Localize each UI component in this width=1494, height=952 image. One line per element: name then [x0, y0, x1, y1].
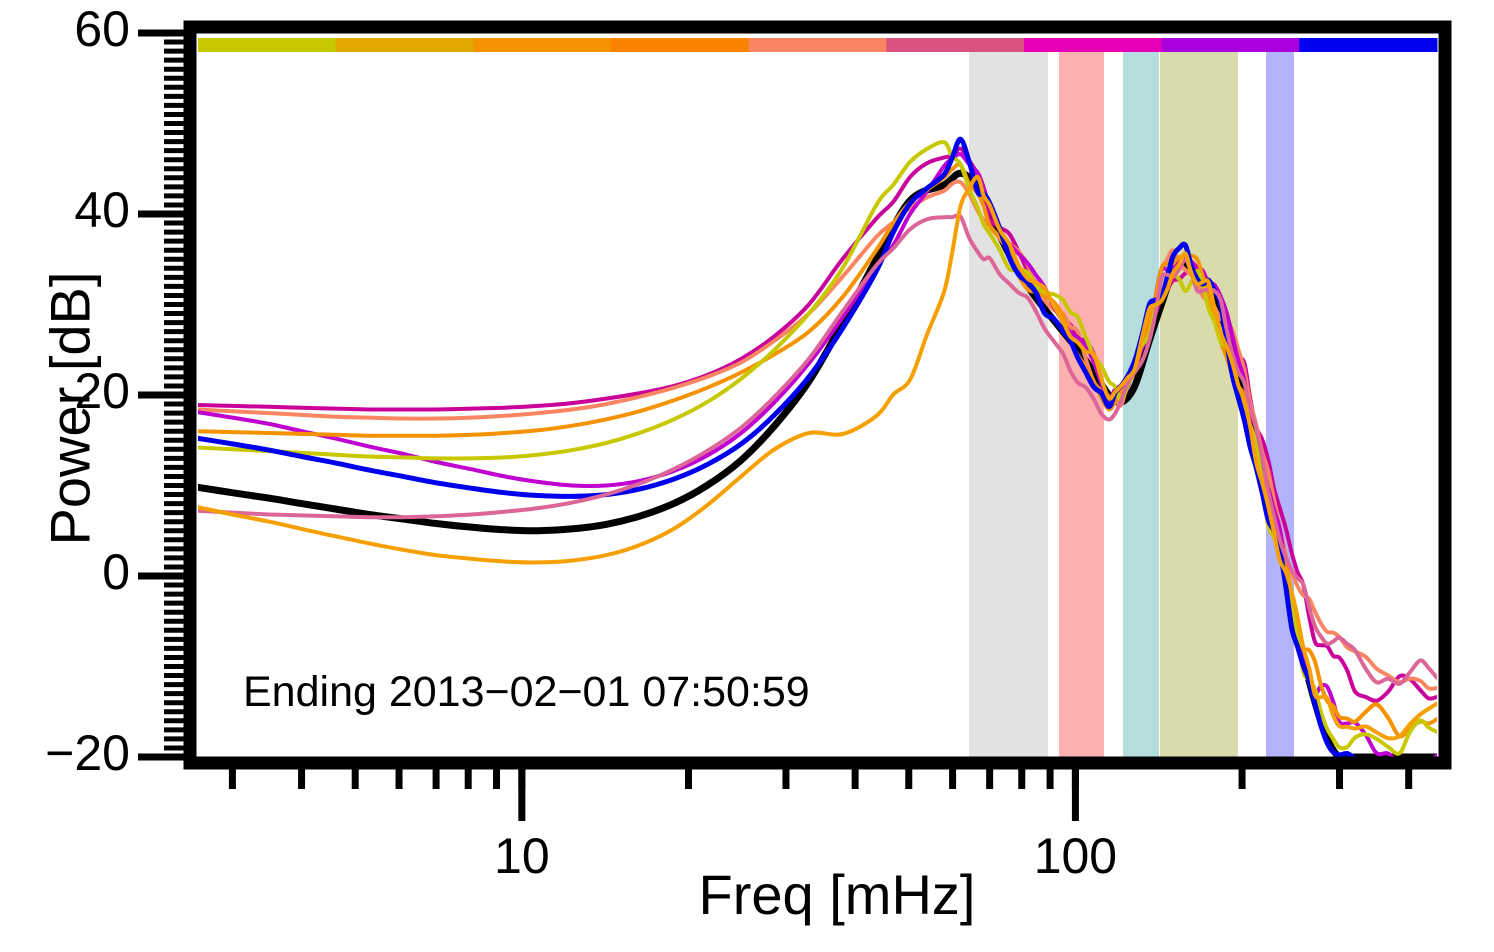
band-violet [1266, 43, 1294, 757]
x-ticks [228, 763, 1413, 821]
x-tick-label-100: 100 [1033, 828, 1118, 884]
band-pink [1059, 43, 1104, 757]
y-tick-label-40: 40 [74, 182, 130, 238]
colorbar-segment-5 [886, 38, 1025, 52]
colorbar-segment-6 [1024, 38, 1163, 52]
y-tick-label-60: 60 [74, 1, 130, 57]
ending-timestamp-annotation: Ending 2013−02−01 07:50:59 [243, 668, 810, 716]
band-grey [969, 43, 1048, 757]
curves-group [198, 136, 1437, 757]
colorbar-segment-3 [611, 38, 750, 52]
colorbar-segment-1 [335, 38, 474, 52]
y-tick-label-20: 20 [74, 363, 130, 419]
spectrum-curve-ch7 [198, 213, 1437, 686]
colorbar-segment-2 [473, 38, 612, 52]
colorbar-segment-0 [198, 38, 337, 52]
x-tick-label-10: 10 [494, 828, 550, 884]
y-tick-label--20: −20 [45, 725, 130, 781]
spectrum-curve-ch8 [198, 174, 1437, 741]
x-axis-label: Freq [mHz] [0, 862, 1494, 927]
colorbar-segment-8 [1299, 38, 1438, 52]
y-ticks [138, 29, 190, 761]
x-axis-label-text: Freq [mHz] [698, 863, 976, 926]
band-khaki [1160, 43, 1238, 757]
spectrum-curve-ch4 [198, 162, 1437, 739]
y-tick-label-0: 0 [102, 544, 130, 600]
colorbar-segment-7 [1161, 38, 1300, 52]
colorbar-segment-4 [748, 38, 887, 52]
